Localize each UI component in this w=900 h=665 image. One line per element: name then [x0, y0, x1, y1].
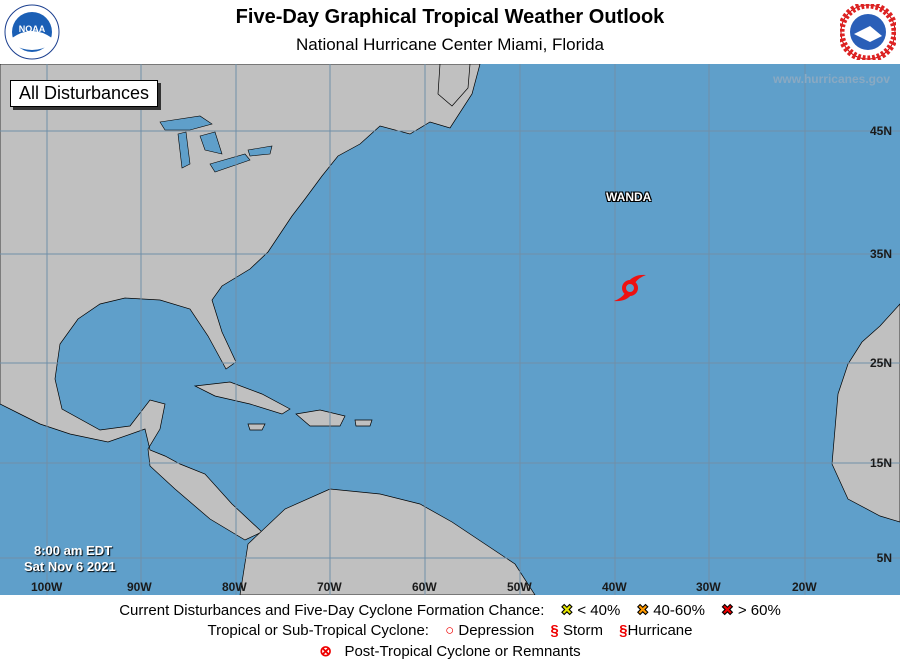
disturbance-filter-label[interactable]: All Disturbances — [10, 80, 159, 107]
lat-label: 45N — [869, 124, 892, 138]
puerto-rico — [354, 419, 373, 427]
noaa-logo: NOAA — [4, 4, 60, 60]
legend-low-label: < 40% — [577, 602, 621, 619]
lat-label: 25N — [869, 356, 892, 370]
page-subtitle: National Hurricane Center Miami, Florida — [295, 35, 604, 54]
legend-mid-label: 40-60% — [653, 602, 705, 619]
page-title: Five-Day Graphical Tropical Weather Outl… — [235, 6, 665, 28]
legend-storm-label: Storm — [562, 622, 603, 639]
legend-disturbance-label: Current Disturbances and Five-Day Cyclon… — [119, 602, 545, 619]
jamaica — [247, 423, 266, 431]
lon-label: 100W — [31, 580, 63, 594]
legend-hurricane-label: Hurricane — [627, 622, 693, 639]
issue-date: Sat Nov 6 2021 — [24, 559, 116, 574]
legend-post-tropical-label: Post-Tropical Cyclone or Remnants — [344, 643, 581, 660]
lon-label: 50W — [507, 580, 532, 594]
africa — [831, 303, 900, 523]
lat-label: 5N — [876, 551, 892, 565]
lat-label: 15N — [869, 456, 892, 470]
cuba — [193, 381, 291, 415]
svg-text:NOAA: NOAA — [19, 24, 46, 34]
hispaniola — [295, 409, 346, 427]
lon-label: 40W — [602, 580, 627, 594]
legend-depression-label: Depression — [458, 622, 535, 639]
greenland-newfoundland — [437, 64, 471, 107]
lon-label: 90W — [127, 580, 152, 594]
grid-lines — [0, 64, 900, 595]
great-lakes — [159, 115, 273, 173]
south-america — [239, 488, 536, 595]
outlook-map — [0, 64, 900, 595]
hurricane-icon: § — [619, 622, 628, 639]
lat-label: 35N — [869, 247, 892, 261]
lon-label: 30W — [696, 580, 721, 594]
website-link[interactable]: www.hurricanes.gov — [773, 72, 890, 86]
legend-row-cyclones: Tropical or Sub-Tropical Cyclone: ○ Depr… — [0, 622, 900, 639]
orange-x-icon: ✖ — [636, 602, 650, 620]
issue-time: 8:00 am EDT — [34, 543, 113, 558]
lon-label: 60W — [412, 580, 437, 594]
legend-row-post-tropical: ⊗ Post-Tropical Cyclone or Remnants — [0, 642, 900, 660]
legend-cyclone-label: Tropical or Sub-Tropical Cyclone: — [207, 622, 429, 639]
tropical-storm-icon[interactable] — [614, 274, 646, 302]
legend-high-label: > 60% — [737, 602, 781, 619]
depression-icon: ○ — [445, 622, 455, 639]
lon-label: 80W — [222, 580, 247, 594]
lon-label: 20W — [792, 580, 817, 594]
red-x-icon: ✖ — [721, 602, 734, 620]
nws-logo — [840, 4, 896, 60]
storm-icon: § — [550, 622, 559, 639]
lon-label: 70W — [317, 580, 342, 594]
post-tropical-icon: ⊗ — [319, 643, 332, 660]
legend-row-disturbances: Current Disturbances and Five-Day Cyclon… — [0, 601, 900, 620]
yellow-x-icon: ✖ — [560, 602, 574, 620]
storm-label[interactable]: WANDA — [606, 190, 652, 204]
